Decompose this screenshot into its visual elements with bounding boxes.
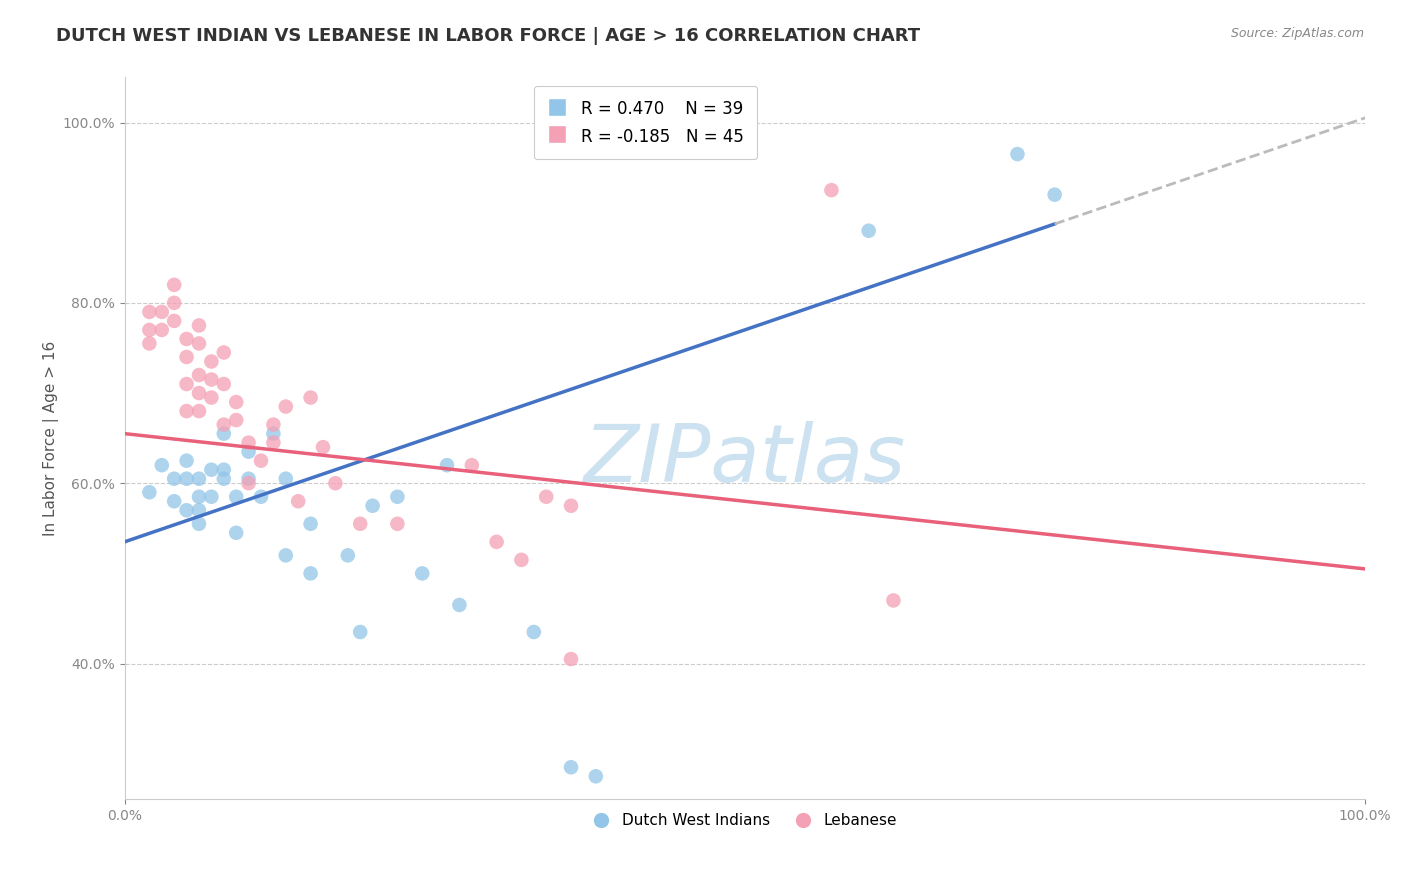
Point	[411, 566, 433, 581]
Point	[150, 323, 173, 337]
Point	[188, 368, 211, 382]
Point	[560, 652, 582, 666]
Point	[299, 516, 322, 531]
Point	[200, 354, 222, 368]
Point	[325, 476, 347, 491]
Point	[163, 314, 186, 328]
Y-axis label: In Labor Force | Age > 16: In Labor Force | Age > 16	[44, 341, 59, 536]
Point	[534, 490, 557, 504]
Point	[262, 435, 284, 450]
Point	[212, 463, 235, 477]
Point	[262, 417, 284, 432]
Point	[212, 472, 235, 486]
Text: Source: ZipAtlas.com: Source: ZipAtlas.com	[1230, 27, 1364, 40]
Point	[176, 472, 198, 486]
Point	[336, 549, 359, 563]
Point	[510, 553, 533, 567]
Point	[274, 549, 297, 563]
Point	[361, 499, 384, 513]
Point	[188, 472, 211, 486]
Point	[858, 224, 880, 238]
Text: ZIPatlas: ZIPatlas	[583, 421, 905, 499]
Point	[138, 323, 160, 337]
Point	[188, 336, 211, 351]
Point	[1007, 147, 1029, 161]
Point	[212, 417, 235, 432]
Point	[150, 458, 173, 473]
Point	[274, 400, 297, 414]
Point	[436, 458, 458, 473]
Point	[188, 490, 211, 504]
Point	[882, 593, 904, 607]
Point	[188, 404, 211, 418]
Point	[523, 625, 546, 640]
Point	[212, 377, 235, 392]
Point	[585, 769, 607, 783]
Point	[250, 453, 273, 467]
Point	[485, 534, 508, 549]
Point	[312, 440, 335, 454]
Point	[299, 391, 322, 405]
Point	[560, 760, 582, 774]
Point	[176, 503, 198, 517]
Point	[163, 296, 186, 310]
Point	[150, 305, 173, 319]
Point	[163, 494, 186, 508]
Text: DUTCH WEST INDIAN VS LEBANESE IN LABOR FORCE | AGE > 16 CORRELATION CHART: DUTCH WEST INDIAN VS LEBANESE IN LABOR F…	[56, 27, 921, 45]
Point	[349, 516, 371, 531]
Point	[225, 395, 247, 409]
Point	[238, 472, 260, 486]
Point	[188, 386, 211, 401]
Point	[138, 305, 160, 319]
Point	[560, 499, 582, 513]
Point	[461, 458, 484, 473]
Point	[212, 345, 235, 359]
Point	[449, 598, 471, 612]
Point	[287, 494, 309, 508]
Point	[299, 566, 322, 581]
Point	[225, 413, 247, 427]
Point	[262, 426, 284, 441]
Point	[176, 453, 198, 467]
Point	[212, 426, 235, 441]
Point	[1043, 187, 1066, 202]
Point	[200, 490, 222, 504]
Point	[238, 444, 260, 458]
Point	[349, 625, 371, 640]
Point	[200, 463, 222, 477]
Point	[200, 391, 222, 405]
Point	[188, 516, 211, 531]
Point	[820, 183, 842, 197]
Point	[225, 525, 247, 540]
Point	[163, 472, 186, 486]
Point	[238, 435, 260, 450]
Point	[163, 277, 186, 292]
Point	[138, 485, 160, 500]
Legend: Dutch West Indians, Lebanese: Dutch West Indians, Lebanese	[586, 807, 904, 835]
Point	[188, 503, 211, 517]
Point	[138, 336, 160, 351]
Point	[176, 377, 198, 392]
Point	[387, 490, 409, 504]
Point	[250, 490, 273, 504]
Point	[176, 404, 198, 418]
Point	[188, 318, 211, 333]
Point	[176, 332, 198, 346]
Point	[387, 516, 409, 531]
Point	[176, 350, 198, 364]
Point	[238, 476, 260, 491]
Point	[225, 490, 247, 504]
Point	[200, 372, 222, 386]
Point	[274, 472, 297, 486]
